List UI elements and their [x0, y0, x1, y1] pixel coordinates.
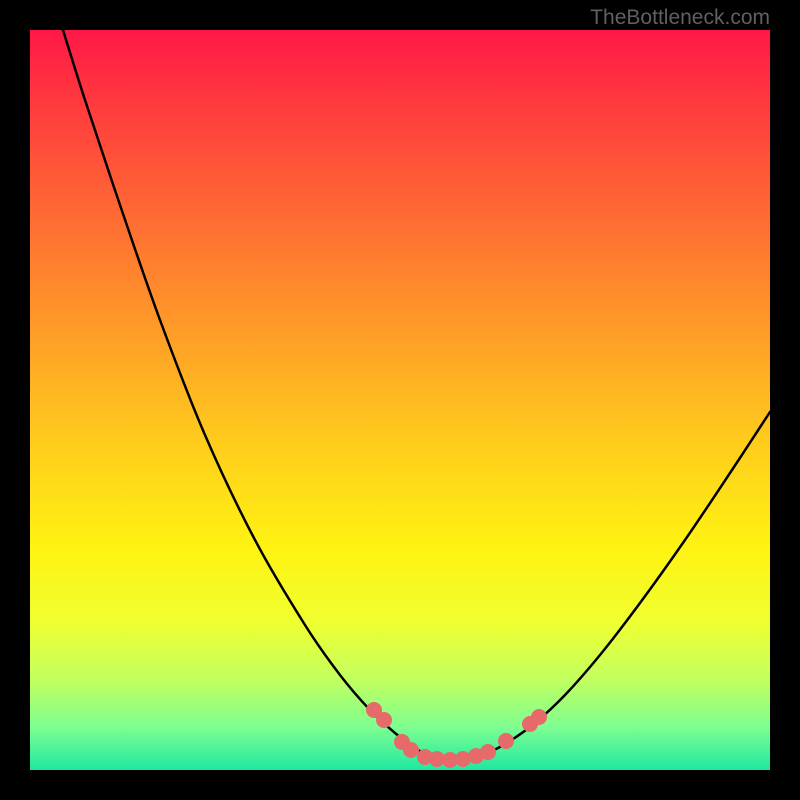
bottleneck-curve	[63, 30, 770, 760]
chart-svg	[30, 30, 770, 770]
watermark-text: TheBottleneck.com	[590, 6, 770, 30]
curve-marker	[403, 742, 419, 758]
curve-marker	[480, 744, 496, 760]
plot-area	[30, 30, 770, 770]
curve-marker	[531, 709, 547, 725]
chart-container: TheBottleneck.com	[0, 0, 800, 800]
curve-marker	[498, 733, 514, 749]
curve-marker	[376, 712, 392, 728]
